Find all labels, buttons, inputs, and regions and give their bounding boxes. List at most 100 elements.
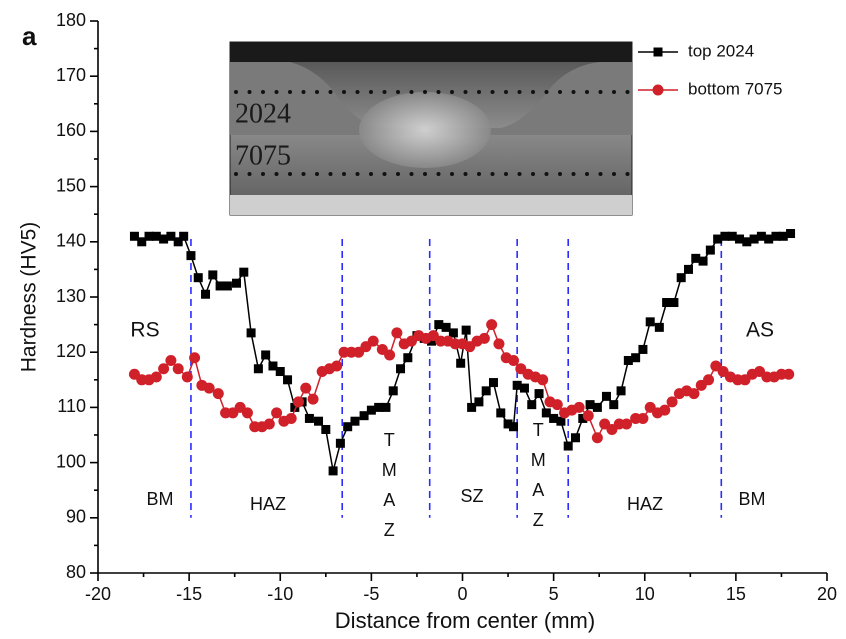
inset-dot	[612, 90, 616, 94]
inset-dot	[382, 90, 387, 94]
point	[300, 382, 312, 394]
point	[481, 386, 491, 396]
inset-dot	[301, 90, 306, 94]
inset-dot	[315, 90, 319, 94]
inset-dot	[355, 90, 360, 94]
inset-dot	[625, 90, 630, 94]
point	[172, 363, 184, 375]
inset-dot	[558, 90, 562, 94]
inset-dot	[544, 172, 549, 176]
point	[631, 353, 641, 363]
point	[129, 231, 139, 241]
point	[396, 364, 406, 374]
inset-image	[229, 41, 633, 216]
inset-dot	[612, 172, 616, 176]
legend-marker	[653, 47, 663, 57]
x-axis-label: Distance from center (mm)	[335, 608, 595, 633]
point	[582, 410, 594, 422]
inset-dot	[490, 90, 495, 94]
y-tick-label: 140	[56, 231, 86, 251]
inset-dot	[585, 172, 589, 176]
point	[496, 408, 506, 418]
point	[158, 363, 170, 375]
point	[461, 325, 471, 335]
inset-dot	[477, 90, 481, 94]
point	[208, 270, 218, 280]
point	[186, 251, 196, 261]
point	[573, 401, 585, 413]
point	[616, 386, 626, 396]
point	[384, 349, 396, 361]
point	[534, 389, 544, 399]
point	[304, 413, 314, 423]
point	[570, 433, 580, 443]
point	[778, 231, 788, 241]
inset-dot	[288, 172, 292, 176]
point	[771, 231, 781, 241]
inset-dot	[328, 90, 333, 94]
point	[359, 411, 369, 421]
x-tick-label: 20	[817, 584, 837, 604]
point	[203, 382, 215, 394]
point	[749, 234, 759, 244]
point	[403, 353, 413, 363]
series	[129, 229, 796, 476]
inset-dot	[463, 90, 468, 94]
point	[556, 416, 566, 426]
point	[698, 256, 708, 266]
point	[519, 383, 529, 393]
inset-dot	[585, 90, 589, 94]
inset-dot	[436, 90, 441, 94]
inset-dot	[261, 90, 265, 94]
inset-dot	[288, 90, 292, 94]
y-tick-label: 150	[56, 175, 86, 195]
inset-dot	[531, 172, 535, 176]
point	[512, 380, 522, 390]
point	[683, 264, 693, 274]
point	[488, 378, 498, 388]
inset-dot	[463, 172, 468, 176]
point	[285, 412, 297, 424]
point	[137, 237, 147, 247]
inset-dot	[261, 172, 265, 176]
inset-dot	[504, 172, 508, 176]
point	[637, 412, 649, 424]
point	[735, 234, 745, 244]
inset-dot	[234, 172, 238, 176]
point	[189, 352, 201, 364]
point	[493, 338, 505, 350]
inset-dot	[328, 172, 333, 176]
point	[703, 374, 715, 386]
point	[508, 354, 520, 366]
x-tick-label: -10	[267, 584, 293, 604]
point	[486, 319, 498, 331]
point	[321, 424, 331, 434]
point	[307, 393, 319, 405]
point	[551, 399, 563, 411]
point	[467, 402, 477, 412]
legend-marker	[652, 84, 664, 96]
point	[676, 273, 686, 283]
x-tick-label: 15	[726, 584, 746, 604]
point	[691, 253, 701, 263]
point	[151, 231, 161, 241]
point	[541, 408, 551, 418]
point	[314, 416, 324, 426]
point	[786, 229, 796, 239]
inset-dot	[544, 90, 549, 94]
y-tick-label: 170	[56, 65, 86, 85]
point	[638, 344, 648, 354]
inset-dot	[490, 172, 495, 176]
zone-label: HAZ	[250, 494, 286, 514]
y-tick-label: 160	[56, 120, 86, 140]
point	[705, 245, 715, 255]
zone-label: SZ	[460, 486, 483, 506]
y-tick-label: 100	[56, 451, 86, 471]
inset-dot	[409, 172, 414, 176]
point	[391, 327, 403, 339]
inset-label: 7075	[235, 140, 291, 171]
point	[563, 441, 573, 451]
point	[253, 364, 263, 374]
point	[783, 368, 795, 380]
